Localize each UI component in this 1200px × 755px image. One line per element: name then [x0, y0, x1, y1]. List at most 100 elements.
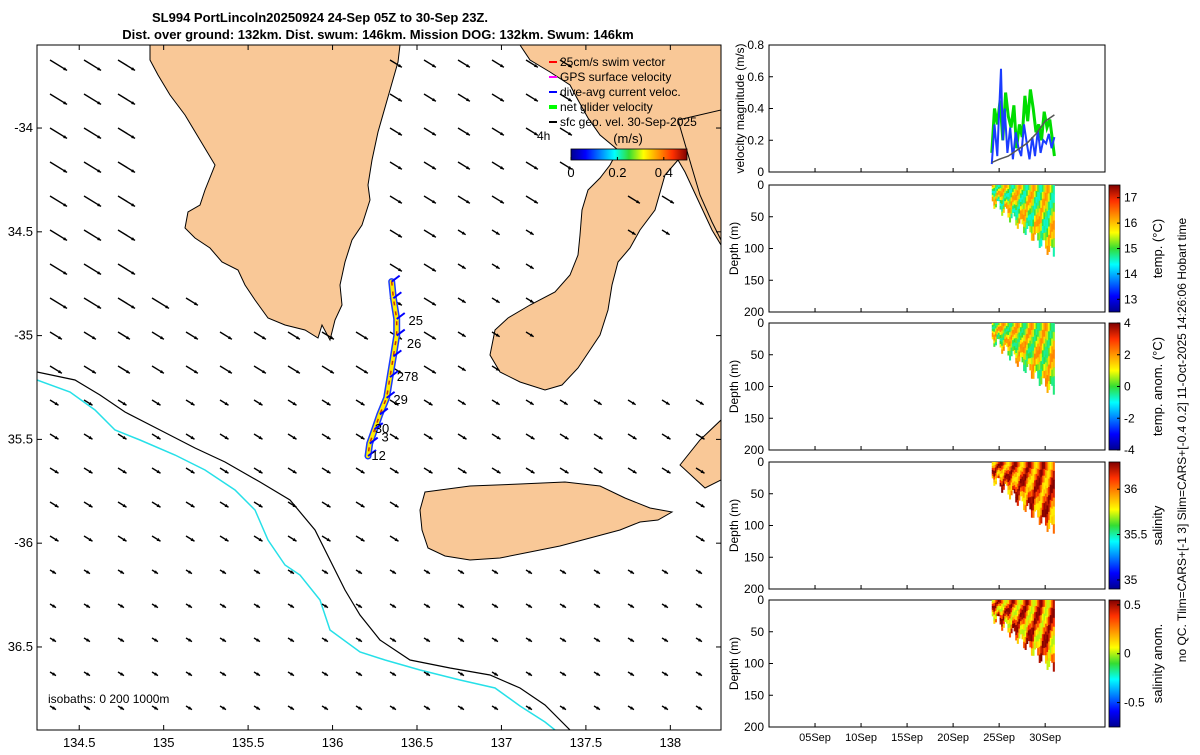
current-arrowhead [88, 503, 93, 508]
track-current-vector [369, 436, 379, 445]
current-arrowhead [360, 537, 365, 542]
section-cell [994, 616, 997, 620]
section-cell [1046, 245, 1049, 255]
section-cell [1051, 216, 1054, 225]
current-arrowhead [326, 401, 331, 406]
depth-tick-label: 150 [744, 411, 764, 425]
section-cell [996, 188, 999, 192]
section-cell [1018, 199, 1021, 205]
section-cell [1026, 478, 1029, 485]
section-cell [1035, 328, 1038, 336]
section-cell [1041, 641, 1044, 649]
section-cell [1012, 462, 1015, 466]
section-cell [1005, 602, 1008, 607]
section-cell [1043, 503, 1046, 511]
section-cell [1004, 193, 1007, 197]
section-cell [1005, 605, 1008, 610]
current-arrowhead [57, 335, 62, 340]
section-cell [1048, 364, 1051, 374]
section-cell [1037, 191, 1040, 200]
section-cell [1037, 364, 1040, 372]
section-cell [1015, 332, 1018, 339]
section-cell [1004, 198, 1007, 202]
section-cell [1005, 328, 1008, 333]
velocity-ylabel: velocity magnitude (m/s) [733, 43, 747, 173]
section-cell [1016, 350, 1019, 357]
current-arrowhead [97, 305, 102, 309]
section-cell [991, 328, 994, 332]
section-cell [1046, 470, 1049, 480]
section-cell [1012, 603, 1015, 608]
land-fleurieu [679, 419, 721, 489]
glider-track [364, 274, 406, 460]
section-cell [1001, 603, 1004, 609]
section-cell [1038, 462, 1041, 471]
section-cell [1030, 634, 1033, 642]
section-cell [1046, 202, 1049, 212]
section-cell [999, 602, 1002, 607]
current-arrowhead [567, 131, 572, 136]
section-cell [1013, 481, 1016, 486]
section-cell [1051, 338, 1054, 347]
section-cell [1002, 485, 1005, 490]
section-cell [993, 185, 996, 189]
section-cell [999, 193, 1002, 198]
section-cell [1012, 329, 1015, 334]
figure-title-line2: Dist. over ground: 132km. Dist. swum: 14… [122, 27, 634, 42]
current-arrowhead [54, 537, 59, 542]
current-arrowhead [122, 401, 127, 406]
section-cell [1051, 354, 1054, 363]
section-cell [998, 607, 1001, 611]
section-cell [994, 339, 997, 343]
current-arrowhead [119, 706, 124, 710]
section-cell [991, 600, 994, 603]
section-cell [1015, 481, 1018, 488]
section-cell [1029, 202, 1032, 209]
current-arrowhead [156, 537, 161, 542]
section-cell [1002, 475, 1005, 480]
current-arrowhead [493, 604, 498, 608]
section-cell [1032, 606, 1035, 615]
section-cell [1015, 486, 1018, 493]
section-cell [1021, 629, 1024, 635]
section-cell [1023, 600, 1026, 607]
section-cell [1002, 333, 1005, 338]
section-cell [1024, 185, 1027, 192]
current-arrowhead [97, 237, 102, 241]
section-cell [1021, 352, 1024, 358]
section-cell [1012, 606, 1015, 611]
section-cell [1049, 499, 1052, 508]
section-cell [1032, 350, 1035, 359]
current-arrowhead [391, 672, 396, 676]
section-cell [1023, 479, 1026, 487]
section-cell [1029, 600, 1032, 607]
section-cell [1041, 606, 1044, 615]
current-arrowhead [360, 435, 365, 440]
section-cell [1051, 623, 1054, 632]
section-cell [1043, 606, 1046, 615]
depth-tick-label: 50 [751, 210, 765, 224]
section-cell [1046, 323, 1049, 333]
section-cell [1041, 219, 1044, 227]
current-arrowhead [63, 169, 68, 173]
current-arrowhead [54, 435, 59, 440]
section-cell [1002, 462, 1005, 466]
track-current-vector [392, 349, 402, 358]
section-cell [1037, 343, 1040, 352]
section-cell [1051, 646, 1054, 656]
current-arrowhead [153, 570, 158, 574]
current-arrowhead [461, 265, 466, 269]
map-colorbar-label: (m/s) [613, 131, 643, 146]
section-cell [1046, 193, 1049, 203]
section-cell [1012, 465, 1015, 470]
section-cell [1010, 209, 1013, 215]
section-cell [1024, 191, 1027, 198]
section-cell [1034, 486, 1037, 494]
section-cell [1024, 630, 1027, 638]
section-cell [994, 185, 997, 189]
section-cell [1052, 229, 1055, 239]
section-cell [1024, 197, 1027, 205]
current-arrowhead [187, 570, 192, 574]
section-cell [1040, 653, 1043, 662]
section-cell [1013, 185, 1016, 190]
